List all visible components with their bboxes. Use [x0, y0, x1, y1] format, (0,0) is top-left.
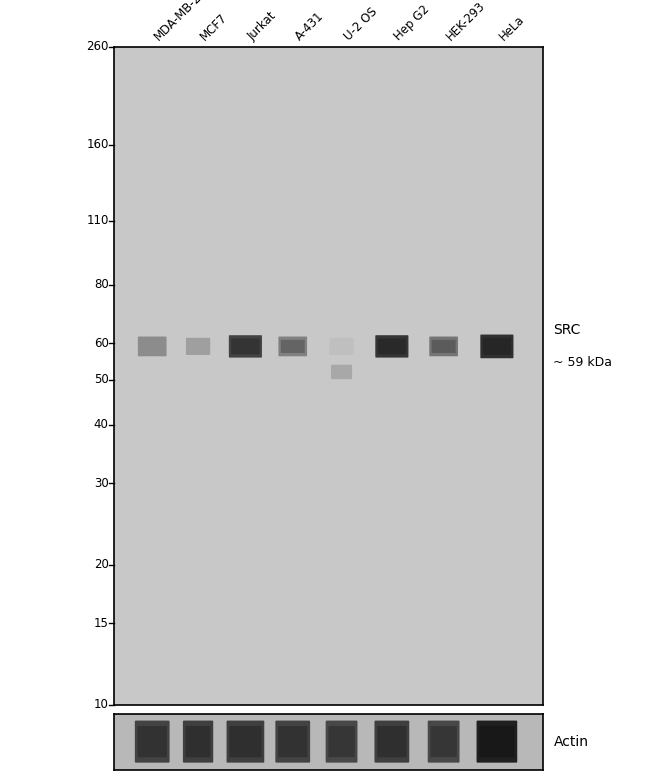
Text: A-431: A-431 [292, 10, 326, 44]
FancyBboxPatch shape [227, 721, 265, 763]
Text: Jurkat: Jurkat [246, 10, 279, 44]
Text: ~ 59 kDa: ~ 59 kDa [553, 356, 612, 369]
FancyBboxPatch shape [479, 726, 515, 757]
FancyBboxPatch shape [378, 339, 406, 354]
FancyBboxPatch shape [186, 726, 211, 757]
Text: 30: 30 [94, 477, 109, 489]
FancyBboxPatch shape [229, 335, 262, 358]
FancyBboxPatch shape [231, 339, 259, 354]
FancyBboxPatch shape [476, 721, 517, 763]
Text: 20: 20 [94, 559, 109, 572]
Text: 260: 260 [86, 41, 109, 53]
FancyBboxPatch shape [183, 721, 213, 763]
Text: U-2 OS: U-2 OS [341, 5, 380, 44]
FancyBboxPatch shape [278, 337, 307, 356]
Text: 50: 50 [94, 373, 109, 386]
FancyBboxPatch shape [138, 726, 167, 757]
FancyBboxPatch shape [429, 337, 458, 356]
Text: 110: 110 [86, 214, 109, 227]
FancyBboxPatch shape [375, 335, 408, 358]
Text: 40: 40 [94, 418, 109, 432]
Text: Actin: Actin [553, 735, 588, 749]
Text: MDA-MB-231: MDA-MB-231 [152, 0, 215, 44]
FancyBboxPatch shape [430, 726, 457, 757]
FancyBboxPatch shape [186, 338, 210, 355]
FancyBboxPatch shape [276, 721, 310, 763]
FancyBboxPatch shape [331, 365, 352, 379]
FancyBboxPatch shape [330, 338, 354, 355]
Text: HeLa: HeLa [497, 13, 527, 44]
FancyBboxPatch shape [278, 726, 307, 757]
Text: 160: 160 [86, 139, 109, 151]
Text: 10: 10 [94, 699, 109, 711]
FancyBboxPatch shape [326, 721, 358, 763]
Text: SRC: SRC [553, 323, 581, 337]
FancyBboxPatch shape [138, 337, 166, 356]
FancyBboxPatch shape [483, 338, 511, 355]
Text: 60: 60 [94, 337, 109, 350]
Text: MCF7: MCF7 [198, 11, 230, 44]
Text: 15: 15 [94, 616, 109, 629]
FancyBboxPatch shape [229, 726, 261, 757]
FancyBboxPatch shape [480, 334, 514, 358]
FancyBboxPatch shape [374, 721, 410, 763]
FancyBboxPatch shape [377, 726, 406, 757]
Text: Hep G2: Hep G2 [392, 3, 432, 44]
FancyBboxPatch shape [432, 340, 456, 353]
FancyBboxPatch shape [328, 726, 355, 757]
Text: 80: 80 [94, 278, 109, 291]
FancyBboxPatch shape [281, 340, 305, 353]
FancyBboxPatch shape [428, 721, 460, 763]
FancyBboxPatch shape [135, 721, 170, 763]
Text: HEK-293: HEK-293 [444, 0, 488, 44]
